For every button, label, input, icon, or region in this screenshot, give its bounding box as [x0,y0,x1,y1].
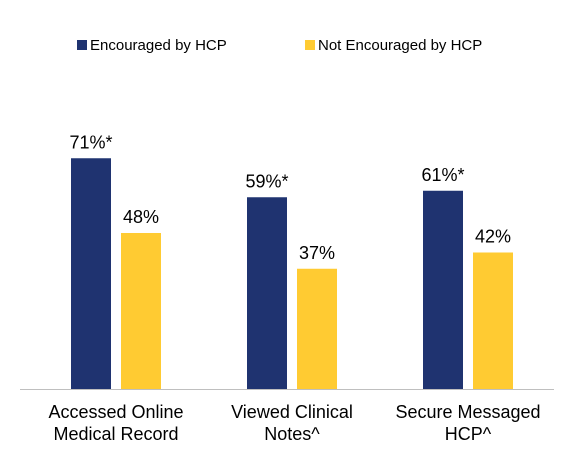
bar-0-0 [71,158,111,389]
legend-swatch-1 [305,40,315,50]
category-label-2: Secure Messaged HCP^ [395,402,540,444]
chart-bars [71,158,513,389]
chart-legend: Encouraged by HCP Not Encouraged by HCP [77,37,482,54]
data-label-0-0: 71%* [69,132,112,152]
legend-swatch-0 [77,40,87,50]
data-label-0-1: 48% [123,207,159,227]
bar-2-0 [423,190,463,389]
category-label-1: Viewed Clinical Notes^ [231,402,353,444]
legend-label-1: Not Encouraged by HCP [318,37,482,54]
bar-1-1 [297,268,337,389]
bar-2-1 [473,252,513,389]
category-labels: Accessed Online Medical Record Viewed Clin… [48,402,540,444]
data-labels: 71%* 48% 59%* 37% 61%* 42% [69,132,511,263]
category-label-0: Accessed Online Medical Record [48,402,183,444]
bar-0-1 [121,233,161,389]
legend-label-0: Encouraged by HCP [90,37,227,54]
bar-1-0 [247,197,287,389]
data-label-2-1: 42% [475,227,511,247]
data-label-2-0: 61%* [421,165,464,185]
data-label-1-0: 59%* [245,171,288,191]
data-label-1-1: 37% [299,243,335,263]
